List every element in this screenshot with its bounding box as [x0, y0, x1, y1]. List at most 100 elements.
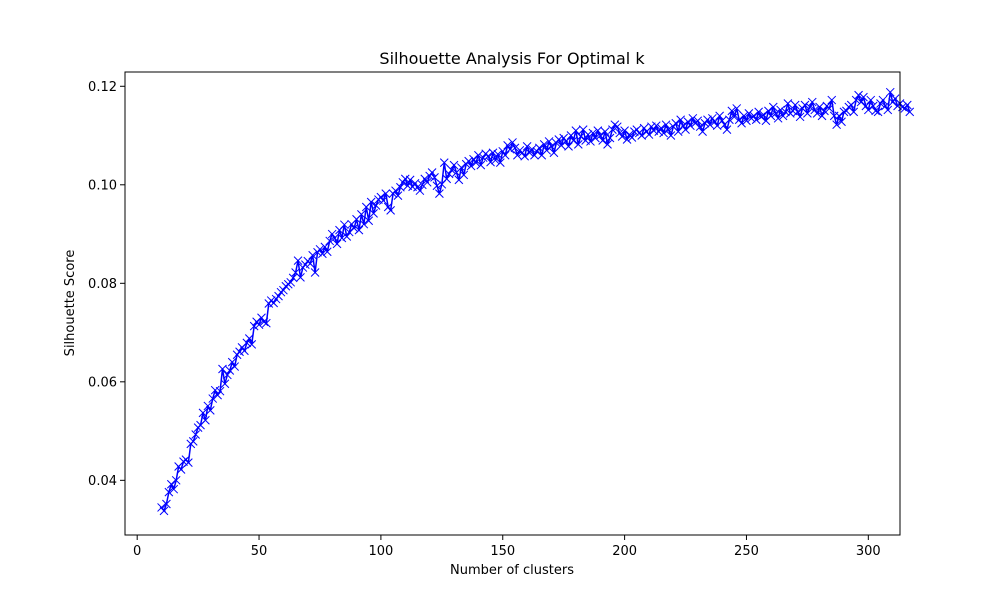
data-point-marker: [261, 318, 271, 328]
data-point-marker: [644, 130, 654, 139]
data-point-marker: [327, 229, 337, 239]
data-point-marker: [318, 249, 327, 259]
y-tick-label: 0.12: [88, 80, 117, 95]
data-point-marker: [598, 136, 608, 145]
data-point-marker: [608, 125, 617, 134]
data-point-marker: [815, 102, 824, 112]
data-point-marker: [339, 220, 349, 230]
data-point-marker: [244, 334, 254, 343]
data-point-marker: [369, 209, 378, 218]
data-point-marker: [873, 107, 883, 117]
data-point-marker: [493, 149, 503, 159]
data-point-marker: [725, 115, 734, 125]
data-point-marker: [330, 233, 339, 243]
data-point-marker: [603, 140, 612, 149]
data-point-marker: [498, 146, 508, 156]
y-axis: 0.04 0.06 0.08 0.10 0.12: [88, 80, 125, 489]
data-point-marker: [859, 92, 868, 102]
data-point-marker: [637, 131, 647, 140]
data-point-marker: [486, 157, 495, 167]
data-point-marker: [569, 136, 578, 145]
x-axis-title: Number of clusters: [450, 563, 574, 578]
data-point-marker: [505, 144, 515, 154]
data-point-marker: [871, 106, 880, 116]
data-point-marker: [883, 105, 893, 115]
data-point-marker: [435, 189, 444, 199]
data-point-marker: [783, 99, 793, 108]
data-point-marker: [184, 458, 193, 467]
data-point-marker: [549, 148, 559, 158]
data-point-marker: [223, 370, 232, 380]
data-point-marker: [861, 101, 871, 111]
data-point-marker: [659, 128, 668, 138]
x-tick-label: 200: [612, 544, 637, 559]
data-point-marker: [749, 111, 759, 121]
data-point-marker: [203, 401, 213, 411]
data-point-marker: [159, 506, 169, 516]
y-tick-label: 0.10: [88, 178, 117, 193]
data-point-marker: [522, 142, 532, 151]
data-point-marker: [542, 145, 551, 155]
data-point-marker: [286, 277, 296, 287]
data-point-marker: [698, 127, 707, 136]
data-point-marker: [242, 338, 252, 348]
data-point-marker: [417, 180, 427, 190]
data-point-marker: [188, 437, 198, 446]
data-point-marker: [705, 120, 715, 130]
data-point-marker: [432, 181, 442, 191]
data-point-marker: [288, 273, 298, 283]
data-point-marker: [166, 479, 176, 489]
data-point-marker: [442, 174, 452, 184]
data-point-marker: [744, 109, 754, 118]
data-point-marker: [293, 256, 303, 266]
data-point-marker: [357, 209, 366, 219]
data-point-marker: [308, 250, 318, 260]
data-point-marker: [717, 116, 727, 126]
data-point-marker: [332, 239, 342, 249]
data-point-marker: [405, 175, 415, 185]
data-point-marker: [471, 158, 481, 167]
data-point-marker: [205, 406, 215, 415]
data-point-marker: [296, 273, 305, 282]
data-point-marker: [274, 291, 283, 301]
data-point-marker: [354, 225, 364, 235]
data-point-marker: [617, 132, 627, 141]
data-point-marker: [661, 120, 671, 130]
data-point-marker: [817, 111, 827, 121]
data-point-marker: [737, 118, 746, 128]
data-point-marker: [885, 87, 895, 97]
data-point-marker: [259, 317, 269, 327]
data-point-marker: [773, 113, 783, 123]
chart-title: Silhouette Analysis For Optimal k: [379, 49, 645, 68]
data-point-marker: [571, 126, 581, 135]
data-point-marker: [854, 90, 863, 100]
data-point-marker: [198, 408, 208, 418]
data-point-marker: [693, 116, 703, 126]
data-point-marker: [902, 100, 912, 110]
data-point-marker: [573, 140, 583, 149]
data-point-marker: [310, 268, 320, 277]
data-point-marker: [688, 113, 698, 123]
data-point-marker: [866, 95, 876, 105]
data-point-marker: [396, 182, 405, 192]
data-point-marker: [534, 143, 544, 153]
data-point-marker: [793, 107, 802, 117]
data-point-marker: [230, 362, 240, 371]
data-point-marker: [671, 118, 681, 128]
data-point-marker: [849, 107, 859, 117]
data-point-marker: [393, 191, 403, 200]
data-point-marker: [620, 126, 629, 135]
data-point-marker: [739, 111, 749, 121]
data-point-marker: [556, 141, 566, 150]
plot-frame: [124, 71, 901, 536]
data-point-marker: [863, 105, 873, 115]
data-point-marker: [510, 143, 520, 153]
data-point-marker: [710, 117, 720, 127]
data-point-marker: [240, 346, 249, 356]
x-tick-label: 300: [856, 544, 881, 559]
data-point-marker: [378, 196, 388, 205]
data-point-marker: [612, 122, 622, 132]
data-point-marker: [812, 109, 822, 118]
data-point-marker: [162, 499, 171, 509]
